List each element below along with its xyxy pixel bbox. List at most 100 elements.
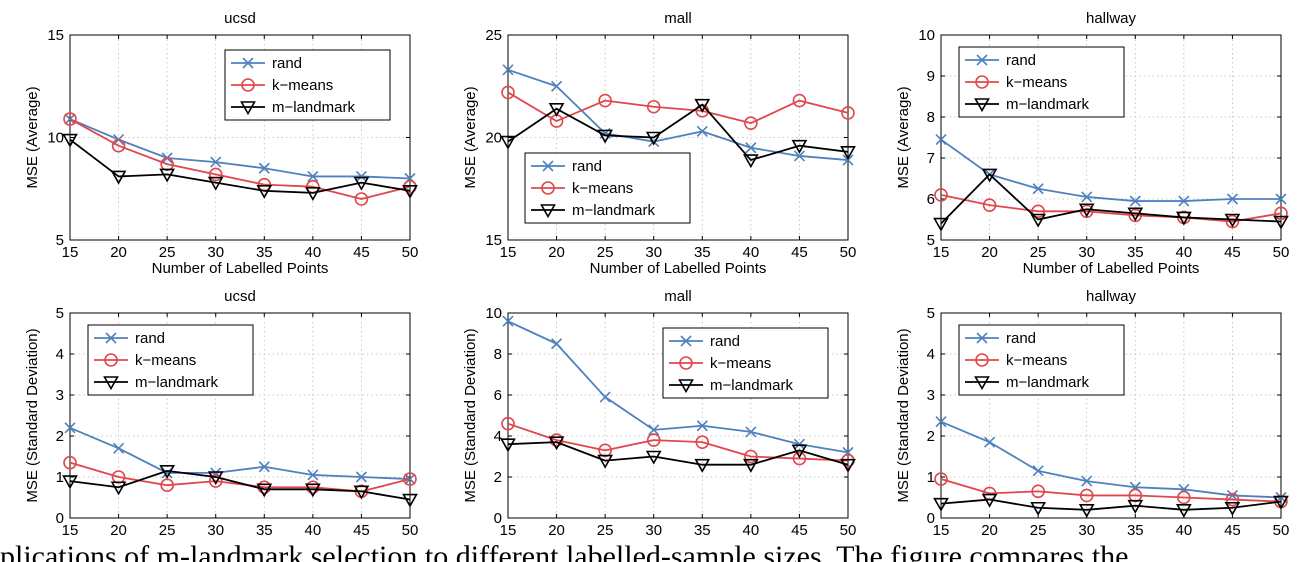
y-axis-label: MSE (Average) [462,86,479,188]
legend-label: k−means [272,77,333,94]
x-tick-label: 45 [791,522,808,536]
legend-marker-circle [975,353,989,367]
legend-marker-circle [975,75,989,89]
legend-label: m−landmark [710,377,793,394]
x-tick-label: 30 [1078,244,1095,261]
y-tick-label: 5 [56,232,64,249]
data-point-circle [160,478,174,493]
legend-marker-triangle-down [540,204,556,219]
x-tick-label: 20 [110,522,127,536]
data-point-circle [934,188,948,202]
series-line-x [507,68,849,161]
data-point-circle [354,192,369,206]
plot-frame [69,312,411,519]
x-tick-label: 35 [256,244,273,261]
legend-marker-triangle-down [678,379,694,394]
x-tick-label: 15 [500,244,517,261]
legend-label: m−landmark [135,374,218,391]
data-point-triangle-down [840,458,856,473]
y-axis-label: MSE (Average) [895,86,912,188]
data-point-triangle-down [304,187,321,201]
legend-marker-x [976,54,988,66]
chart-title: hallway [1086,10,1137,27]
data-point-circle [982,198,997,212]
data-point-triangle-down [694,98,711,113]
legend-label: m−landmark [572,202,655,219]
data-point-circle [1031,484,1045,499]
data-point-triangle-down [981,493,998,508]
data-point-triangle-down [1273,495,1289,510]
data-point-triangle-down [159,168,176,183]
chart-panel-3: 15 20 25 30 35 40 45 50 5 6 7 8 9 10 hallway Number of … [895,10,1289,277]
chart-panel-1: 15 20 25 30 35 40 45 50 5 10 15 ucsd Number of Label… [24,10,418,277]
y-tick-label: 20 [485,130,502,147]
y-tick-label: 3 [927,387,935,404]
data-point-triangle-down [742,154,759,169]
data-point-x [1129,195,1141,207]
x-tick-label: 35 [256,522,273,536]
legend-marker-triangle-down [974,98,990,113]
legend-label: rand [1006,52,1036,69]
data-point-triangle-down [1127,207,1144,222]
legend: rand k−means m−landmark [87,324,254,396]
data-point-triangle-down [694,458,711,473]
data-point-circle [695,435,710,449]
x-tick-label: 15 [500,522,517,536]
data-point-circle [403,472,417,486]
legend-label: k−means [135,352,196,369]
x-tick-label: 50 [402,522,419,536]
x-tick-label: 20 [981,244,998,261]
legend-label: k−means [1006,74,1067,91]
data-point-triangle-down [207,471,224,486]
data-point-triangle-down [548,436,565,451]
data-point-x [64,422,76,434]
data-point-x [793,150,805,162]
data-point-circle [63,112,77,126]
data-point-triangle-down [548,103,565,117]
x-tick-label: 25 [597,522,614,536]
data-point-circle [1274,206,1288,221]
x-tick-label: 30 [207,244,224,261]
legend-marker-triangle-down [240,101,256,116]
y-tick-label: 0 [56,510,64,527]
series-line-x [940,138,1281,202]
data-point-triangle-down [353,485,370,500]
x-tick-label: 15 [62,244,79,261]
data-point-circle [208,167,223,182]
y-tick-label: 10 [485,305,502,322]
legend-marker-x [680,335,692,347]
x-tick-label: 40 [305,244,322,261]
x-tick-label: 40 [743,244,760,261]
x-tick-label: 25 [159,244,176,261]
data-point-x [745,142,757,154]
y-tick-label: 4 [927,346,935,363]
data-point-circle [1031,204,1045,219]
data-point-circle [306,480,320,495]
chart-panel-4: 1520253035404550012345ucsdNumber of Labe… [24,288,418,536]
legend: rand k−means m−landmark [524,152,691,224]
y-tick-label: 6 [927,191,935,208]
data-point-circle [208,474,223,488]
chart-panel-5: 15202530354045500246810mallNumber of Lab… [462,288,856,536]
data-point-circle [63,455,77,470]
data-point-x [161,467,173,479]
data-point-triangle-down [791,139,808,154]
legend: rand k−means m−landmark [958,324,1125,396]
y-tick-label: 9 [927,68,935,85]
data-point-triangle-down [981,168,998,183]
x-tick-label: 50 [402,244,419,261]
y-tick-label: 2 [494,469,502,486]
series-line-x [940,420,1282,499]
series-line-x [69,426,411,480]
data-point-x [696,420,708,432]
legend-label: k−means [1006,352,1067,369]
legend-marker-circle [241,78,255,92]
legend-marker-x [976,332,988,344]
data-point-x [502,64,514,76]
y-tick-label: 10 [918,27,935,44]
x-tick-label: 20 [548,244,565,261]
legend-label: m−landmark [1006,96,1089,113]
y-tick-label: 25 [485,27,502,44]
series-line-circle [940,478,1282,503]
